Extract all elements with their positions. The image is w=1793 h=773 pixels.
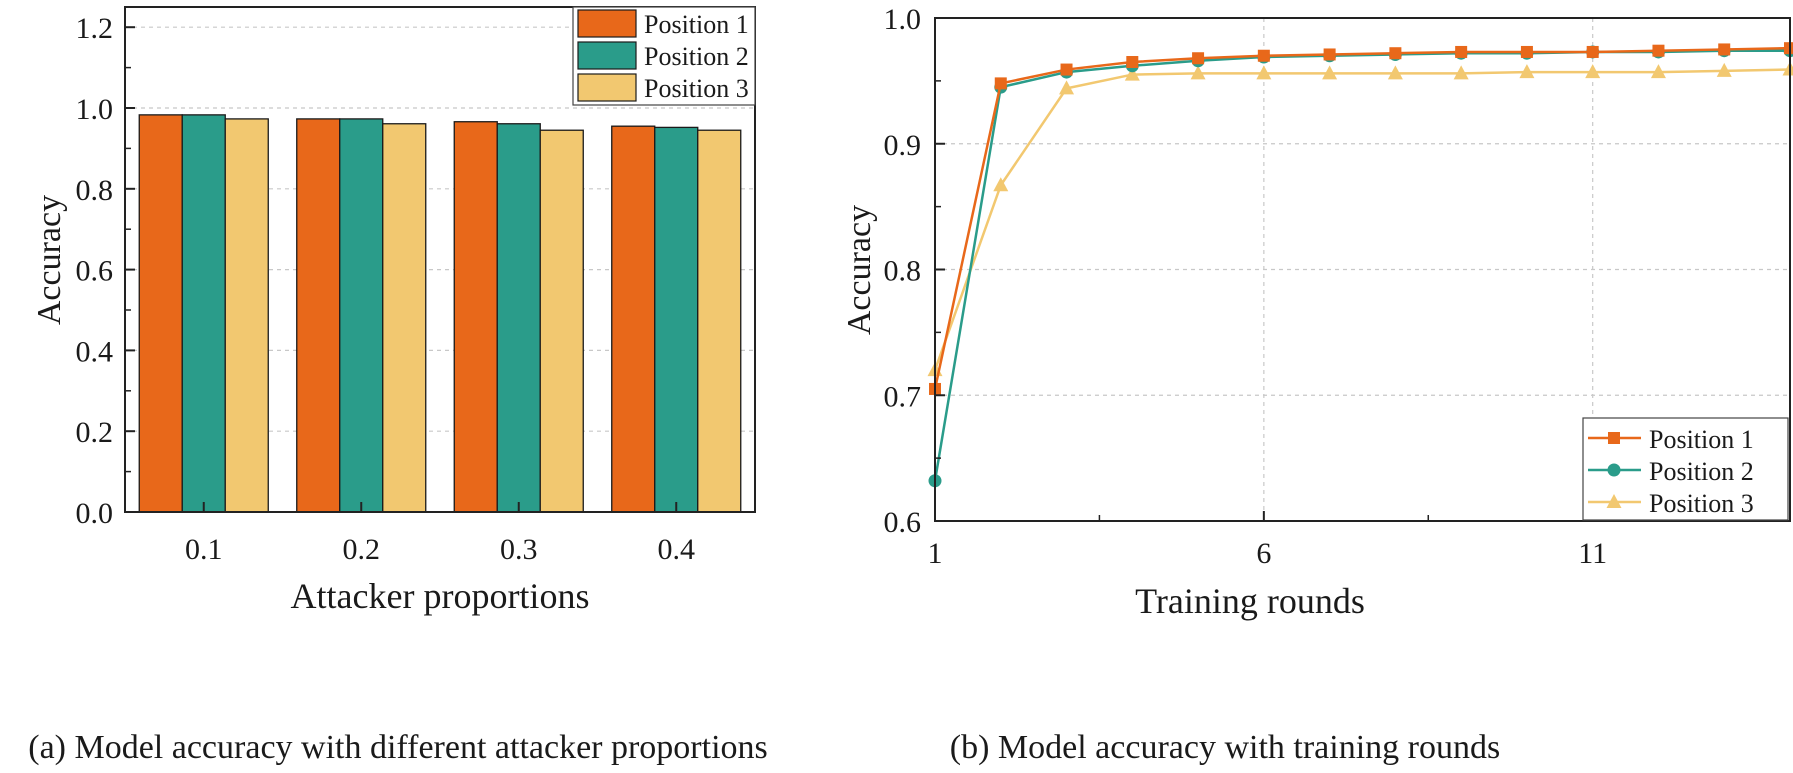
point-position-1 — [1060, 63, 1073, 76]
bar-chart-y-ticks: 0.0 0.2 0.4 0.6 0.8 1.0 1.2 — [76, 12, 135, 530]
point-position-1 — [1257, 49, 1270, 62]
legend-label-position-2: Position 2 — [644, 42, 749, 71]
line-chart-y-axis-label: Accuracy — [841, 205, 878, 335]
bar-chart-panel: 0.0 0.2 0.4 0.6 0.8 1.0 1.2 0.1 0.2 0.3 0.4 Accur… — [28, 6, 768, 766]
bar-chart-bars — [138, 114, 742, 513]
legend-marker-position-2 — [1607, 463, 1621, 477]
line-chart-x-ticks: 1 6 11 — [928, 511, 1758, 570]
point-position-1 — [1520, 45, 1533, 58]
bar-chart-x-tick-label: 0.3 — [500, 533, 538, 566]
bar-3-0.4 — [697, 129, 742, 513]
series-line-position-1 — [933, 46, 1791, 390]
point-position-1 — [1586, 45, 1599, 58]
point-position-1 — [1652, 44, 1665, 57]
point-position-3 — [1059, 80, 1075, 95]
point-position-3 — [1585, 64, 1601, 79]
legend-swatch-position-2 — [577, 41, 637, 70]
bar-2-0.2 — [339, 118, 384, 513]
legend-label-position-1: Position 1 — [1649, 425, 1754, 454]
line-chart-y-tick-label: 0.8 — [884, 255, 922, 288]
point-position-1 — [1455, 45, 1468, 58]
line-chart-caption: (b) Model accuracy with training rounds — [950, 729, 1500, 766]
bar-3-0.1 — [224, 118, 269, 513]
legend-swatch-position-3 — [577, 73, 637, 102]
line-chart-y-ticks: 0.6 0.7 0.8 0.9 1.0 — [884, 3, 945, 539]
legend-marker-position-1 — [1608, 432, 1620, 444]
legend-label-position-3: Position 3 — [644, 74, 749, 103]
point-position-3 — [1519, 64, 1535, 79]
bar-chart-x-ticks: 0.1 0.2 0.3 0.4 — [185, 502, 695, 566]
bar-chart-y-tick-label: 0.4 — [76, 335, 114, 368]
bar-chart-legend: Position 1 Position 2 Position 3 — [572, 6, 756, 106]
line-chart-y-tick-label: 0.9 — [884, 129, 922, 162]
bar-chart-caption: (a) Model accuracy with different attack… — [28, 729, 768, 766]
legend-swatch-position-1 — [577, 9, 637, 38]
series-line-position-2 — [933, 49, 1790, 481]
point-position-3 — [1650, 64, 1666, 79]
bar-3-0.2 — [382, 123, 427, 513]
line-chart-x-axis-label: Training rounds — [1135, 581, 1365, 621]
point-position-3 — [1453, 65, 1469, 80]
bar-chart-y-tick-label: 0.0 — [76, 497, 114, 530]
legend-label-position-1: Position 1 — [644, 10, 749, 39]
point-position-3 — [1387, 65, 1403, 80]
line-chart-y-tick-label: 0.6 — [884, 506, 922, 539]
bar-chart-x-tick-label: 0.4 — [658, 533, 696, 566]
point-position-3 — [1256, 65, 1272, 80]
bar-2-0.3 — [496, 123, 541, 513]
point-position-3 — [1716, 62, 1732, 77]
point-position-3 — [1190, 65, 1206, 80]
bar-chart-x-tick-label: 0.1 — [185, 533, 223, 566]
point-position-3 — [1322, 65, 1338, 80]
line-chart-legend: Position 1 Position 2 Position 3 — [1582, 417, 1789, 521]
point-position-3 — [993, 177, 1009, 192]
legend-label-position-3: Position 3 — [1649, 489, 1754, 518]
line-chart-y-tick-label: 1.0 — [884, 3, 922, 36]
series-line-position-3 — [933, 68, 1791, 371]
bar-chart-x-axis-label: Attacker proportions — [291, 576, 590, 616]
bar-1-0.3 — [453, 121, 498, 513]
bar-chart-y-tick-label: 0.8 — [76, 174, 114, 207]
bar-1-0.2 — [296, 118, 341, 513]
point-position-1 — [1784, 42, 1793, 55]
bar-chart-x-tick-label: 0.2 — [343, 533, 381, 566]
bar-2-0.1 — [181, 114, 226, 513]
line-chart-panel: 0.60.70.80.91.0 1 6 11 Accuracy Training r… — [841, 3, 1793, 766]
bar-chart-y-tick-label: 0.6 — [76, 255, 114, 288]
line-chart-y-tick-label: 0.7 — [884, 380, 922, 413]
bar-1-0.1 — [138, 114, 183, 513]
point-position-1 — [1323, 48, 1336, 61]
bar-3-0.3 — [539, 129, 584, 513]
line-chart-x-tick-label: 11 — [1578, 537, 1607, 570]
legend-marker-position-3 — [1606, 494, 1622, 508]
line-chart-gridlines — [935, 18, 1790, 521]
point-position-1 — [1389, 47, 1402, 60]
point-position-3 — [1124, 66, 1140, 81]
bar-2-0.4 — [654, 126, 699, 513]
point-position-1 — [994, 77, 1007, 90]
bar-chart-y-tick-label: 0.2 — [76, 416, 114, 449]
bar-1-0.4 — [611, 125, 656, 513]
bar-chart-y-tick-label: 1.2 — [76, 12, 114, 45]
legend-label-position-2: Position 2 — [1649, 457, 1754, 486]
point-position-1 — [1192, 52, 1205, 65]
bar-chart-frame — [124, 6, 756, 513]
bar-chart-y-axis-label: Accuracy — [31, 195, 68, 325]
line-chart-x-tick-label: 1 — [928, 537, 943, 570]
point-position-1 — [1126, 56, 1139, 69]
point-position-1 — [1718, 43, 1731, 56]
bar-chart-y-tick-label: 1.0 — [76, 93, 114, 126]
line-chart-x-tick-label: 6 — [1256, 537, 1271, 570]
